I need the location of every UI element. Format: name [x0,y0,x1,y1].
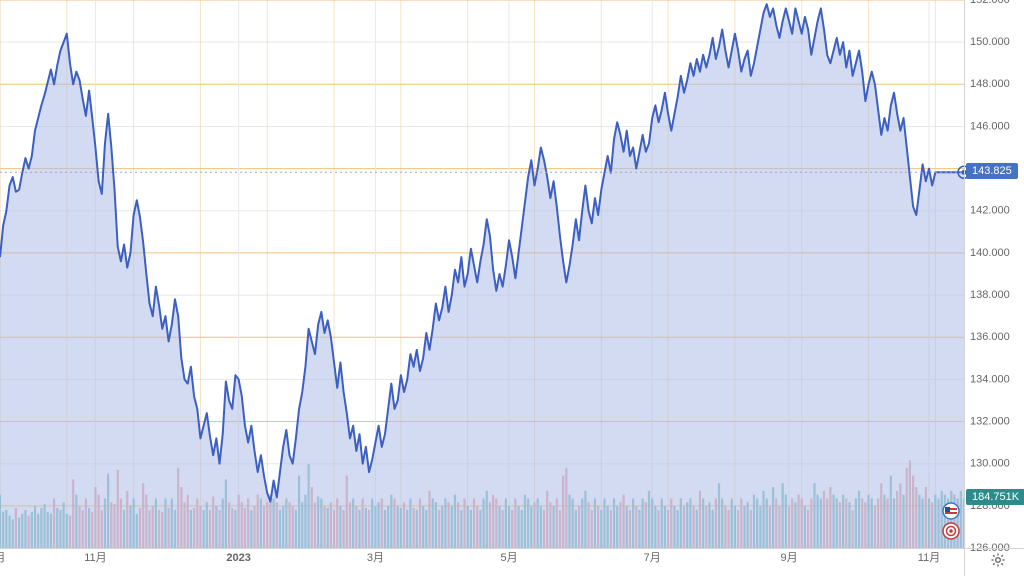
y-axis-tick-label: 150.000 [970,36,1010,48]
y-axis-tick-label: 146.000 [970,120,1010,132]
x-axis-tick-label: 7月 [644,552,661,564]
indicator-target-icon[interactable] [942,522,960,540]
price-chart[interactable]: 126.000128.000130.000132.000134.000136.0… [0,0,1024,576]
y-axis-tick-label: 152.000 [970,0,1010,6]
y-axis-tick-label: 142.000 [970,205,1010,217]
x-axis-tick-label: 5月 [500,552,517,564]
x-axis-tick-label: 2023 [226,552,250,564]
x-axis-tick-label: 11月 [84,552,106,564]
y-axis-tick-label: 132.000 [970,415,1010,427]
y-axis-tick-label: 136.000 [970,331,1010,343]
x-axis-tick-label: 11月 [918,552,940,564]
x-axis-tick-label: 月 [0,552,6,564]
y-axis-tick-label: 138.000 [970,289,1010,301]
current-price-badge: 143.825 [966,163,1018,179]
x-axis-tick-label: 3月 [367,552,384,564]
y-axis-tick-label: 130.000 [970,458,1010,470]
gear-icon[interactable] [990,552,1006,568]
y-axis-tick-label: 134.000 [970,373,1010,385]
indicator-flag-icon[interactable] [942,502,960,520]
current-volume-badge: 184.751K [966,489,1024,505]
y-axis-tick-label: 140.000 [970,247,1010,259]
x-axis-tick-label: 9月 [780,552,797,564]
indicator-icons [942,502,960,540]
y-axis-tick-label: 148.000 [970,78,1010,90]
